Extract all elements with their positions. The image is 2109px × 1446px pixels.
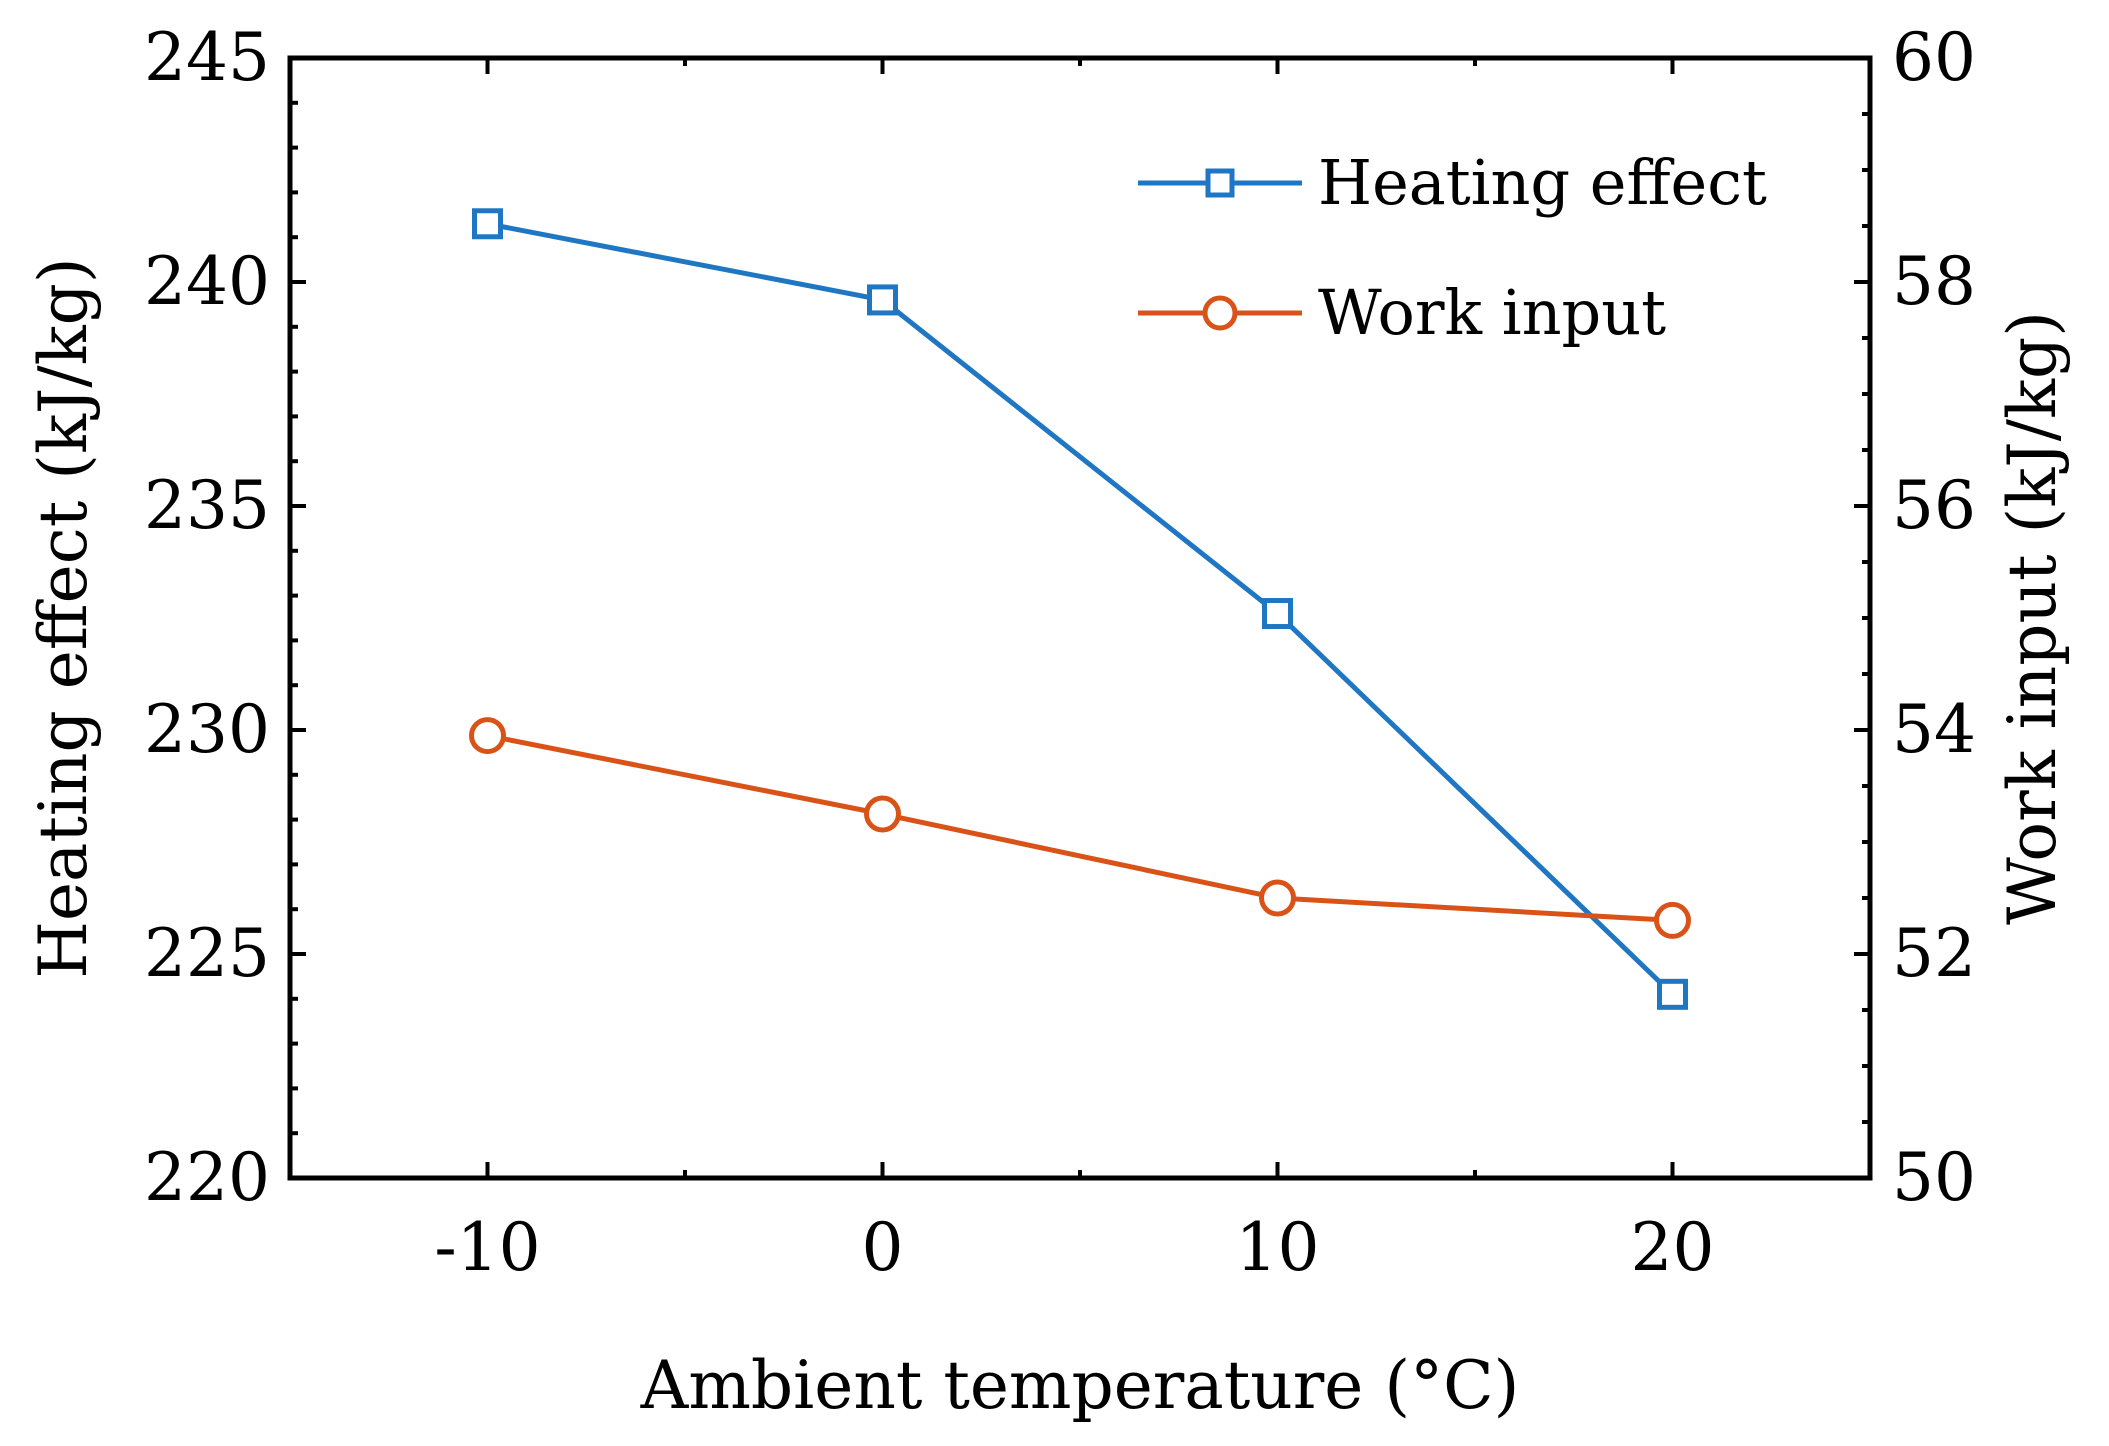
point-work-input bbox=[1654, 901, 1691, 939]
y-axis-left-title: Heating effect (kJ/kg) bbox=[25, 257, 102, 978]
y-left-tick-label: 225 bbox=[144, 915, 270, 992]
legend: Heating effect Work input bbox=[1138, 146, 1767, 349]
x-tick-label: 20 bbox=[1631, 1209, 1715, 1286]
series-layer bbox=[469, 208, 1691, 1010]
y-right-tick-label: 52 bbox=[1892, 915, 1976, 992]
y-right-tick-label: 60 bbox=[1892, 19, 1976, 96]
legend-label-heating: Heating effect bbox=[1318, 146, 1767, 219]
x-tick-label: 10 bbox=[1236, 1209, 1320, 1286]
point-work-input bbox=[469, 717, 506, 755]
ticks-layer: -10 0 10 20 220 225 230 235 240 245 50 52 54 56 58 60 bbox=[144, 19, 1976, 1286]
plot-frame bbox=[287, 55, 1873, 1181]
y-right-tick-label: 58 bbox=[1892, 243, 1976, 320]
y-left-tick-label: 235 bbox=[144, 467, 270, 544]
y-right-tick-label: 54 bbox=[1892, 691, 1976, 768]
y-left-tick-label: 240 bbox=[144, 243, 270, 320]
x-tick-label: -10 bbox=[434, 1209, 540, 1286]
point-heating-effect bbox=[1262, 598, 1293, 630]
y-left-tick-label: 245 bbox=[144, 19, 270, 96]
point-heating-effect bbox=[867, 284, 898, 316]
legend-marker-heating bbox=[1205, 168, 1235, 198]
series-line-heating-effect bbox=[487, 221, 1675, 997]
point-heating-effect bbox=[472, 208, 503, 240]
x-axis-title: Ambient temperature (°C) bbox=[640, 1347, 1520, 1424]
legend-label-work: Work input bbox=[1318, 276, 1666, 349]
x-tick-label: 0 bbox=[862, 1209, 904, 1286]
point-work-input bbox=[1259, 879, 1296, 917]
y-left-tick-label: 220 bbox=[144, 1139, 270, 1216]
y-right-tick-label: 56 bbox=[1892, 467, 1976, 544]
series-line-work-input bbox=[487, 733, 1673, 923]
point-work-input bbox=[864, 795, 901, 833]
y-right-tick-label: 50 bbox=[1892, 1139, 1976, 1216]
y-left-tick-label: 230 bbox=[144, 691, 270, 768]
legend-marker-work bbox=[1202, 295, 1238, 331]
point-heating-effect bbox=[1657, 978, 1688, 1010]
y-axis-right-title: Work input (kJ/kg) bbox=[1994, 311, 2071, 925]
